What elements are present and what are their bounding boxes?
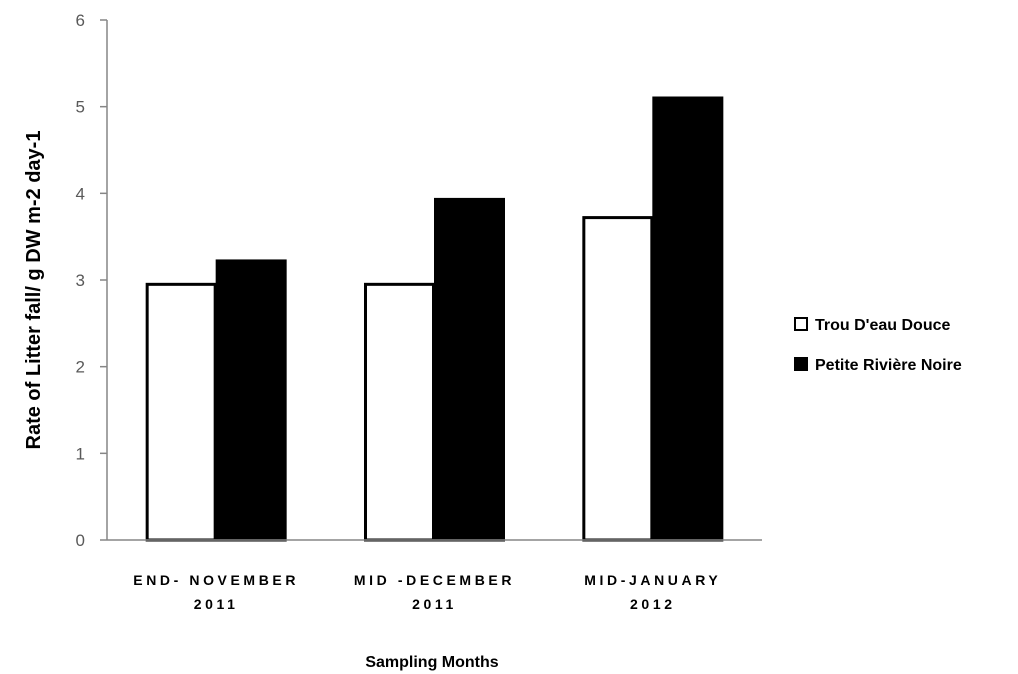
y-tick-label: 4 bbox=[76, 184, 85, 203]
bars bbox=[145, 96, 724, 542]
bar-petite-rivi-re-noire-1 bbox=[434, 197, 505, 542]
legend-label: Petite Rivière Noire bbox=[815, 357, 962, 374]
y-tick-label: 6 bbox=[76, 11, 85, 30]
bar-trou-d-eau-douce-0 bbox=[145, 282, 217, 542]
y-tick-label: 2 bbox=[76, 358, 85, 377]
y-tick-label: 5 bbox=[76, 98, 85, 117]
legend-swatch bbox=[794, 317, 808, 331]
x-category-label: 2011 bbox=[412, 596, 457, 612]
x-category-label: MID -DECEMBER bbox=[354, 572, 515, 588]
y-tick-label: 0 bbox=[76, 531, 85, 550]
x-category-label: MID-JANUARY bbox=[584, 572, 721, 588]
x-category-label: END- NOVEMBER bbox=[133, 572, 299, 588]
bar-trou-d-eau-douce-1 bbox=[364, 282, 435, 542]
x-category-label: 2012 bbox=[630, 596, 676, 612]
bar-petite-rivi-re-noire-2 bbox=[652, 96, 724, 542]
x-axis-title: Sampling Months bbox=[365, 654, 498, 671]
x-category-label: 2011 bbox=[194, 596, 239, 612]
legend: Trou D'eau Douce Petite Rivière Noire bbox=[794, 317, 962, 374]
x-axis-category-labels: END- NOVEMBER 2011 MID -DECEMBER 2011 MID-JA… bbox=[133, 572, 721, 612]
y-tick-label: 1 bbox=[76, 444, 85, 463]
bar-petite-rivi-re-noire-0 bbox=[215, 259, 287, 542]
legend-swatch bbox=[794, 357, 808, 371]
y-axis-title: Rate of Litter fall/ g DW m-2 day-1 bbox=[23, 131, 45, 450]
bar-trou-d-eau-douce-2 bbox=[582, 216, 654, 542]
legend-label: Trou D'eau Douce bbox=[815, 317, 950, 334]
y-tick-label: 3 bbox=[76, 271, 85, 290]
y-axis-ticks: 0 1 2 3 4 5 6 bbox=[76, 11, 107, 550]
